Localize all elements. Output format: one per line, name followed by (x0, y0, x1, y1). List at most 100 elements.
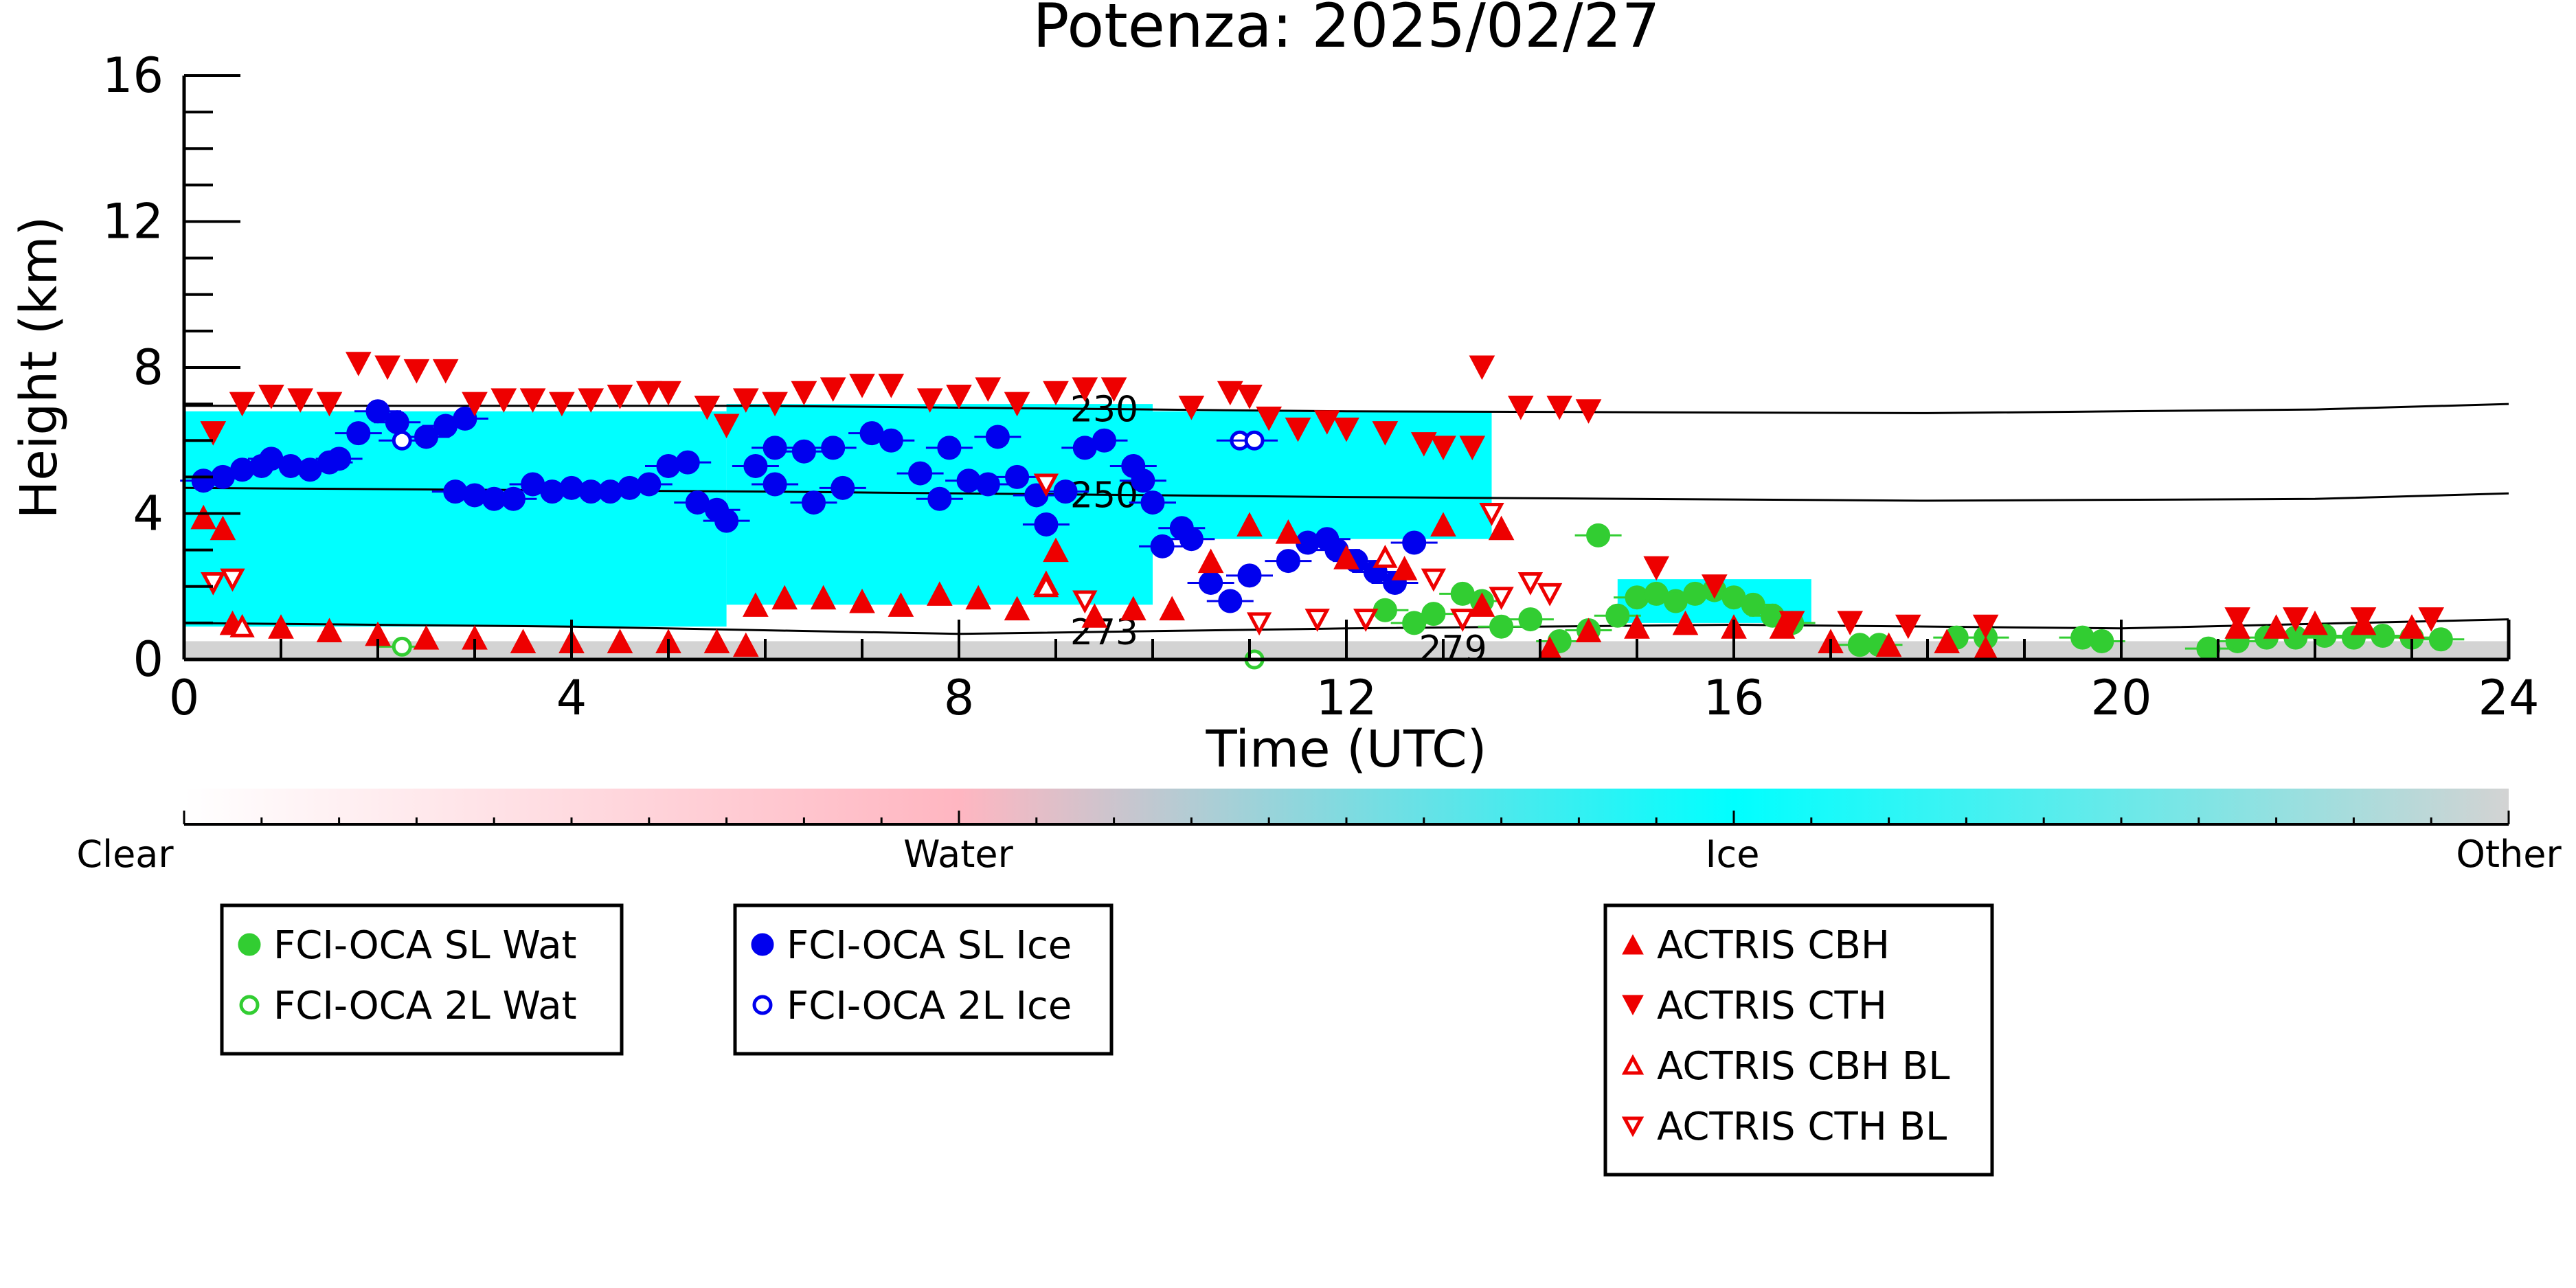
data-point (802, 490, 826, 515)
y-tick-label: 0 (133, 631, 163, 688)
data-point (1236, 512, 1263, 536)
data-point (1430, 436, 1456, 460)
chart-title: Potenza: 2025/02/27 (1032, 0, 1660, 61)
data-point (287, 388, 314, 413)
data-point (656, 453, 681, 478)
data-point (365, 399, 390, 424)
legend-label: FCI-OCA SL Wat (273, 923, 577, 968)
data-point (258, 385, 284, 409)
data-point (327, 447, 352, 471)
data-point (1402, 611, 1427, 635)
data-point (191, 468, 216, 493)
data-point (1372, 598, 1397, 622)
data-point (2282, 607, 2309, 632)
data-point (1469, 592, 1495, 617)
x-tick-label: 12 (1315, 670, 1377, 726)
x-tick-label: 24 (2478, 670, 2539, 726)
data-point (510, 629, 536, 653)
data-point (1895, 614, 1921, 640)
data-point (1537, 583, 1563, 607)
data-point (403, 359, 430, 384)
x-tick-label: 8 (944, 670, 975, 726)
data-point (2224, 607, 2251, 632)
data-point (916, 388, 943, 413)
legend-label: ACTRIS CTH BL (1657, 1105, 1947, 1149)
data-point (1120, 596, 1146, 621)
legend-frame (1603, 903, 1994, 1177)
isotherm-label-279: 279 (1419, 629, 1487, 670)
data-point (443, 479, 468, 504)
data-point (849, 588, 875, 613)
data-point (1402, 530, 1427, 555)
data-point (1275, 519, 1302, 544)
data-point (1092, 428, 1116, 453)
data-point (937, 436, 962, 460)
data-point (392, 636, 412, 657)
y-tick-label: 4 (133, 486, 163, 542)
data-point (501, 486, 526, 511)
x-axis-label: Time (UTC) (1205, 720, 1487, 779)
colorbar-label-ice: Ice (1706, 833, 1760, 876)
data-point (1053, 479, 1078, 504)
data-point (1672, 610, 1699, 635)
data-point (1072, 377, 1098, 402)
data-point (578, 388, 605, 413)
legends: FCI-OCA SL Wat FCI-OCA 2L Wat FCI-OCA SL I… (220, 903, 1994, 1177)
data-point (2399, 614, 2425, 639)
data-point (1972, 614, 1999, 640)
isotherm-label-230: 230 (1070, 389, 1138, 430)
legend-marker (752, 995, 773, 1015)
legend-label: ACTRIS CBH BL (1657, 1044, 1950, 1089)
x-tick-label: 20 (2090, 670, 2151, 726)
data-point (1178, 395, 1205, 420)
data-point (1150, 534, 1175, 558)
data-point (1236, 385, 1263, 409)
data-point (1217, 381, 1243, 406)
data-point (1131, 468, 1155, 493)
data-point (1479, 503, 1504, 526)
data-point (762, 436, 787, 460)
data-point (732, 632, 759, 657)
data-point (1517, 572, 1544, 596)
data-point (791, 439, 816, 464)
data-point (385, 410, 409, 435)
data-point (879, 428, 903, 453)
series-fci-oca-sl-wat (1362, 523, 2465, 661)
data-point (1199, 570, 1223, 595)
data-point (1507, 395, 1534, 420)
data-point (762, 392, 788, 417)
data-point (490, 388, 517, 413)
data-point (965, 585, 992, 610)
colorbar-label-clear: Clear (76, 833, 174, 876)
colorbar-label-water: Water (903, 833, 1013, 876)
legend-label: FCI-OCA 2L Wat (273, 984, 577, 1028)
data-point (1518, 607, 1543, 632)
data-point (346, 421, 371, 446)
series-fci-oca-sl-ice (180, 399, 1438, 613)
data-point (1313, 410, 1340, 435)
data-point (1459, 436, 1486, 460)
data-point (453, 406, 477, 431)
y-tick-label: 12 (102, 194, 163, 250)
legend-frame (220, 903, 624, 1056)
data-point (1372, 421, 1399, 446)
data-point (2350, 607, 2377, 632)
data-point (1488, 515, 1515, 541)
data-point (1179, 527, 1204, 552)
data-point (1683, 581, 1708, 606)
isotherm-label-250: 250 (1070, 475, 1138, 516)
data-point (732, 388, 759, 413)
data-point (675, 450, 700, 475)
data-point (1421, 602, 1446, 626)
data-point (1625, 585, 1649, 610)
series-actris-cth (200, 352, 2445, 640)
data-point (927, 486, 952, 511)
data-point (2418, 607, 2445, 632)
data-point (1043, 537, 1069, 563)
data-point (2070, 625, 2095, 650)
data-point (1033, 574, 1059, 598)
data-point (1489, 587, 1514, 610)
data-point (2302, 610, 2328, 635)
data-point (1034, 512, 1059, 536)
